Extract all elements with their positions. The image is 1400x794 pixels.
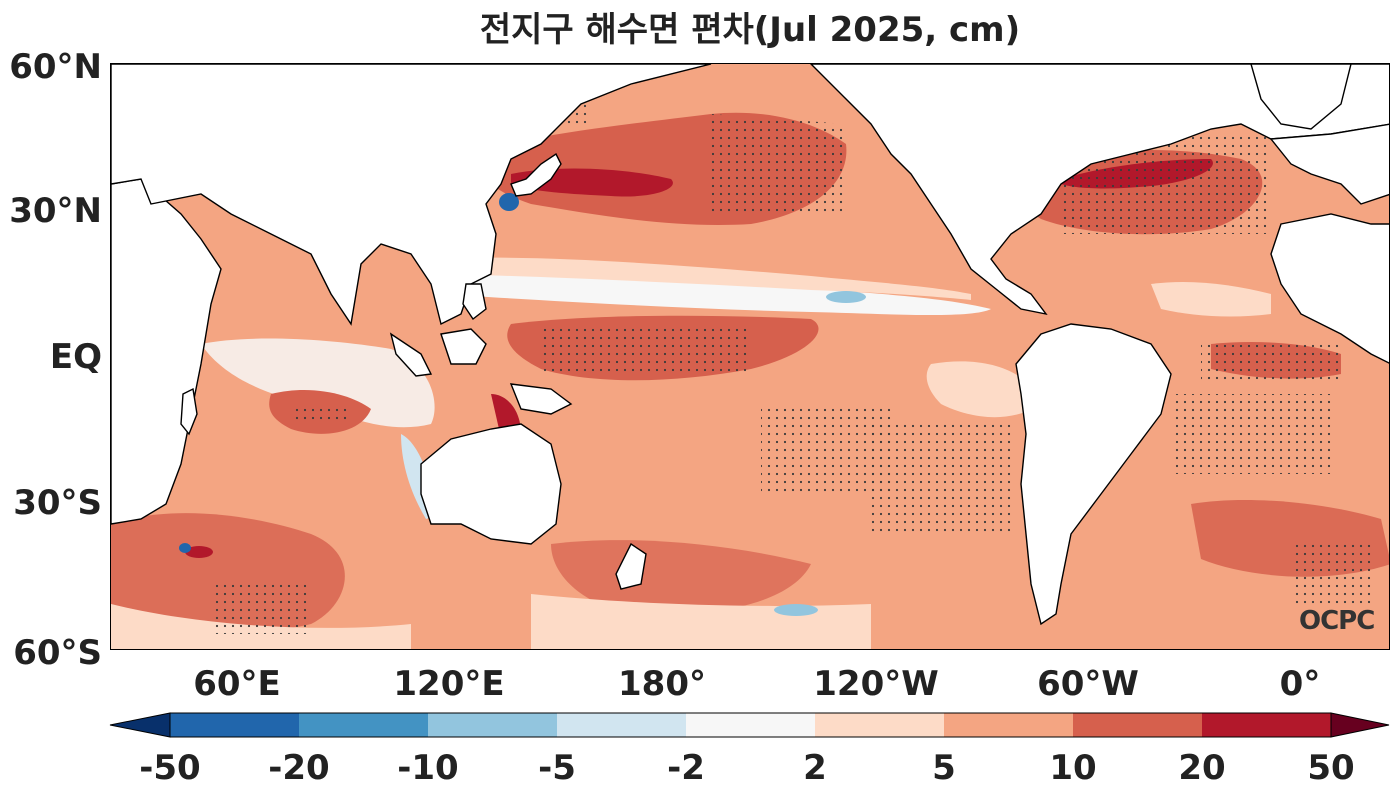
land-madagascar — [180, 387, 198, 436]
land-australia — [420, 423, 562, 545]
lon-label-180: 180° — [618, 664, 706, 704]
land-south-america — [1015, 323, 1172, 626]
lon-label-0: 0° — [1279, 664, 1321, 704]
anomaly-region-south-pacific-south — [551, 540, 811, 615]
stipple-region-south-atlantic-2 — [1291, 544, 1371, 604]
colorbar-segment — [170, 713, 299, 737]
land-japan — [510, 152, 562, 197]
colorbar-outline — [169, 712, 1332, 738]
stipple-region-southern-ocean — [211, 584, 311, 634]
colorbar-tick-20: 20 — [1178, 748, 1226, 788]
land-sumatra — [389, 332, 433, 377]
ocpc-logo: OCPC — [1299, 606, 1375, 636]
anomaly-region-southern-ocean-cold — [179, 543, 191, 553]
colorbar-segment — [557, 713, 686, 737]
stipple-region-south-pacific-1 — [761, 404, 891, 494]
stipple-region-north-pacific — [711, 114, 846, 214]
stipple-region-south-equatorial — [541, 324, 751, 374]
colorbar-tick-5: 5 — [932, 748, 956, 788]
land-new-zealand — [615, 542, 647, 590]
chart-title: 전지구 해수면 편차(Jul 2025, cm) — [479, 10, 1021, 50]
colorbar-tick-neg50: -50 — [139, 748, 201, 788]
lat-label-60s: 60°S — [13, 633, 102, 673]
anomaly-region-cold-patch — [826, 291, 866, 303]
anomaly-region-equatorial-band — [446, 272, 991, 316]
colorbar-tick-10: 10 — [1049, 748, 1097, 788]
land-north-america — [810, 64, 1389, 316]
land-europe — [1269, 123, 1389, 205]
anomaly-region-indian-ocean-neutral — [201, 338, 435, 428]
colorbar-extend-high — [1330, 712, 1390, 738]
sea-level-anomaly-map — [110, 63, 1390, 650]
anomaly-region-kuroshio-eddy — [499, 193, 519, 211]
colorbar — [109, 712, 1390, 738]
colorbar-segment — [1073, 713, 1202, 737]
anomaly-region-antarctic-cold — [774, 604, 818, 616]
colorbar-segment — [1202, 713, 1331, 737]
lat-label-60n: 60°N — [9, 47, 102, 87]
lat-label-30s: 30°S — [13, 483, 102, 523]
land-masses — [111, 64, 1389, 626]
colorbar-segment — [299, 713, 428, 737]
land-borneo — [440, 328, 487, 365]
colorbar-extend-low — [109, 712, 171, 738]
anomaly-region-equatorial-light — [441, 257, 971, 300]
colorbar-segment — [944, 713, 1073, 737]
map-svg — [111, 64, 1389, 649]
lon-label-60e: 60°E — [193, 664, 281, 704]
colorbar-segment — [686, 713, 815, 737]
land-greenland — [1250, 64, 1352, 130]
land-africa — [111, 178, 222, 525]
colorbar-tick-neg20: -20 — [268, 748, 330, 788]
anomaly-region-tropical-atlantic — [1151, 282, 1271, 317]
land-west-africa — [1270, 213, 1389, 364]
anomaly-region-south-pacific-light — [926, 361, 1041, 418]
stipple-region-indian-ocean — [291, 404, 351, 424]
land-new-guinea — [509, 383, 573, 415]
lon-label-60w: 60°W — [1037, 664, 1139, 704]
colorbar-segment — [428, 713, 557, 737]
lon-label-120e: 120°E — [393, 664, 505, 704]
stipple-region-south-atlantic-1 — [1171, 394, 1331, 474]
colorbar-tick-neg2: -2 — [667, 748, 705, 788]
land-philippines — [462, 283, 487, 321]
lat-label-30n: 30°N — [9, 191, 102, 231]
lon-label-120w: 120°W — [813, 664, 939, 704]
colorbar-tick-neg5: -5 — [538, 748, 576, 788]
colorbar-segment — [815, 713, 944, 737]
colorbar-tick-neg10: -10 — [397, 748, 459, 788]
colorbar-tick-50: 50 — [1307, 748, 1355, 788]
stipple-region-south-pacific-2 — [871, 424, 1011, 534]
stipple-region-equatorial-atlantic — [1201, 344, 1341, 384]
lat-label-eq: EQ — [49, 337, 102, 377]
colorbar-tick-2: 2 — [803, 748, 827, 788]
anomaly-region-southern-ocean-eddy — [185, 546, 213, 558]
